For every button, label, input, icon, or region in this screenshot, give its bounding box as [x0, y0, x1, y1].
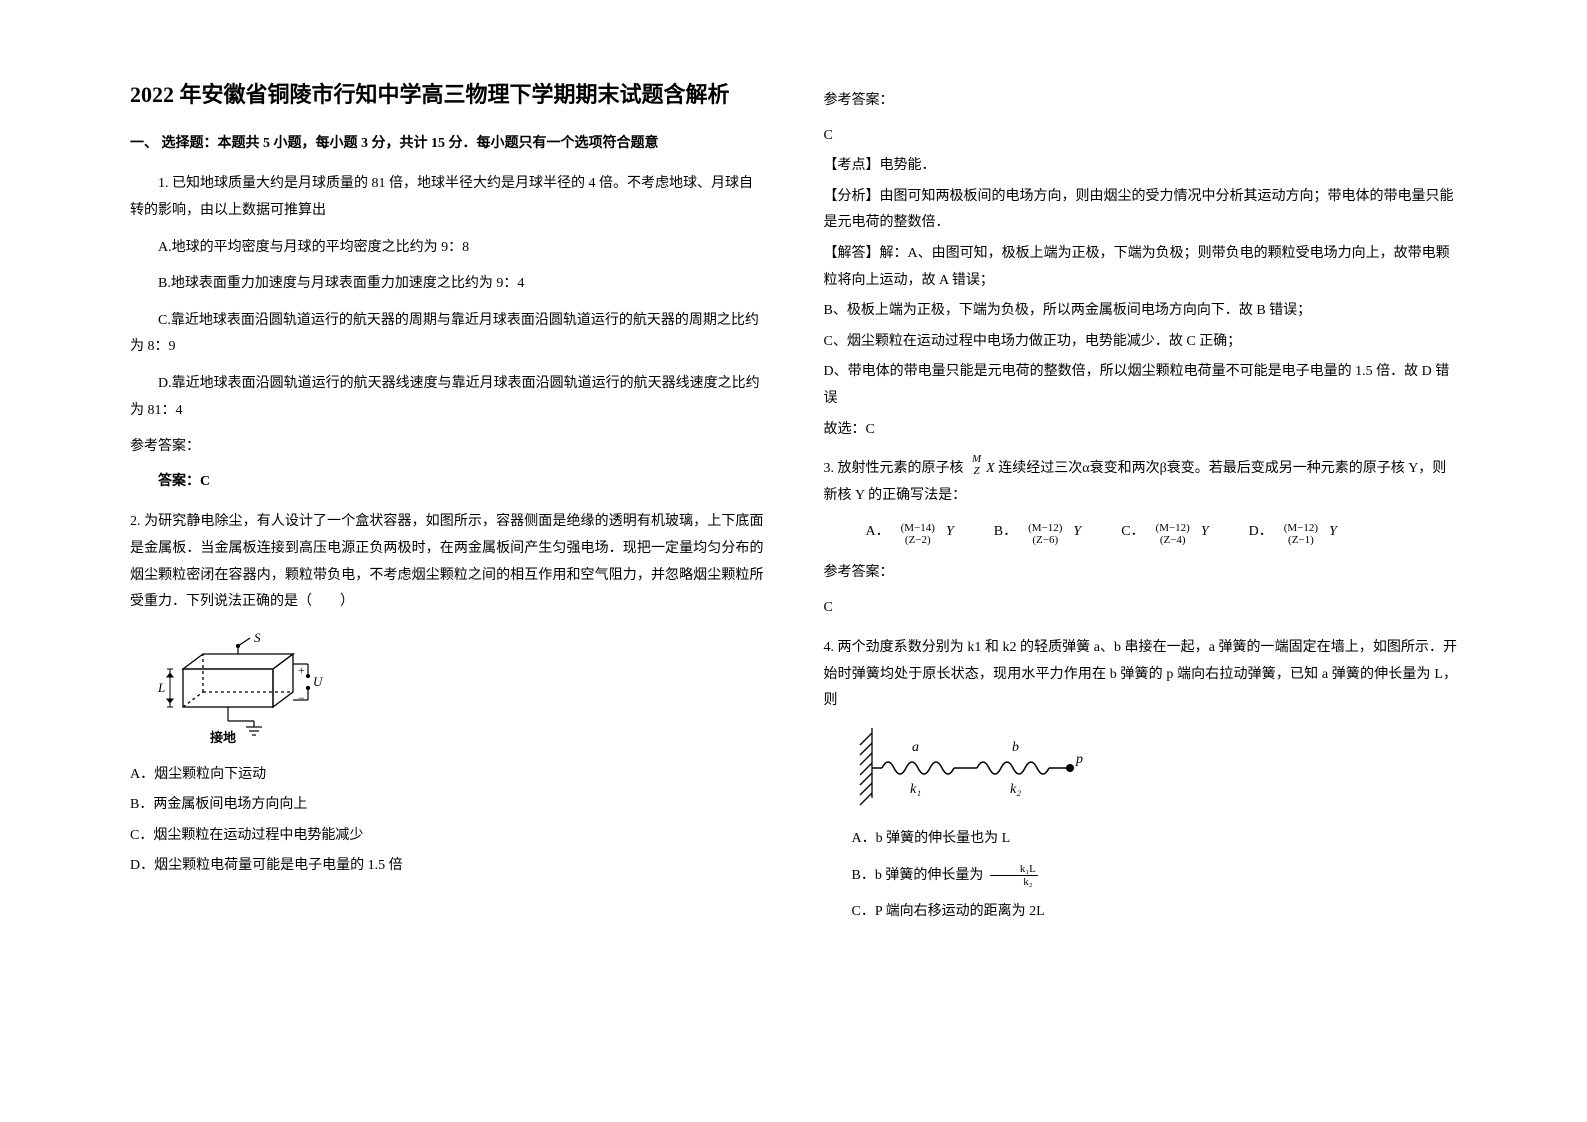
q3-stem-a: 3. 放射性元素的原子核: [824, 461, 964, 476]
q2-option-a: A．烟尘颗粒向下运动: [130, 762, 764, 789]
q2-ans-line4: 【解答】解：A、由图可知，极板上端为正极，下端为负极；则带负电的颗粒受电场力向上…: [824, 241, 1458, 294]
q4-option-b-text: B．b 弹簧的伸长量为: [852, 868, 987, 883]
q2-answer-label: 参考答案：: [824, 88, 1458, 115]
q3-option-a: A． (M−14) (Z−2) Y: [866, 519, 954, 546]
q4-option-c: C．P 端向右移运动的距离为 2L: [824, 899, 1458, 926]
q2-ans-line7: D、带电体的带电量只能是元电荷的整数倍，所以烟尘颗粒电荷量不可能是电子电量的 1…: [824, 359, 1458, 412]
q2-ans-line8: 故选：C: [824, 417, 1458, 444]
q2-ans-line1: C: [824, 123, 1458, 150]
label-a: a: [912, 740, 919, 755]
label-S: S: [254, 630, 261, 645]
q3-option-b: B． (M−12) (Z−6) Y: [994, 519, 1081, 546]
q1-answer: 答案：C: [130, 469, 764, 496]
q2-figure: S + − U: [158, 624, 764, 754]
label-k2: k₂: [1010, 782, 1021, 797]
right-column: 参考答案： C 【考点】电势能． 【分析】由图可知两极板间的电场方向，则由烟尘的…: [794, 80, 1488, 1082]
q2-ans-line2: 【考点】电势能．: [824, 153, 1458, 180]
q2-ans-line5: B、极板上端为正极，下端为负极，所以两金属板间电场方向向下．故 B 错误；: [824, 298, 1458, 325]
q2-svg: S + − U: [158, 624, 328, 754]
label-ground: 接地: [210, 730, 236, 745]
q2-ans-line3: 【分析】由图可知两极板间的电场方向，则由烟尘的受力情况中分析其运动方向；带电体的…: [824, 184, 1458, 237]
question-3: 3. 放射性元素的原子核 M Z X 连续经过三次α衰变和两次β衰变。若最后变成…: [824, 453, 1458, 621]
label-minus: −: [298, 691, 305, 705]
q3-stem: 3. 放射性元素的原子核 M Z X 连续经过三次α衰变和两次β衰变。若最后变成…: [824, 453, 1458, 509]
q3-answer: C: [824, 595, 1458, 622]
q4-option-a: A．b 弹簧的伸长量也为 L: [824, 826, 1458, 853]
q1-option-d: D.靠近地球表面沿圆轨道运行的航天器线速度与靠近月球表面沿圆轨道运行的航天器线速…: [130, 371, 764, 424]
question-2: 2. 为研究静电除尘，有人设计了一个盒状容器，如图所示，容器侧面是绝缘的透明有机…: [130, 509, 764, 880]
q1-option-b: B.地球表面重力加速度与月球表面重力加速度之比约为 9：4: [130, 271, 764, 298]
q4-svg: a b p k₁ k₂: [852, 723, 1112, 818]
q4-stem: 4. 两个劲度系数分别为 k1 和 k2 的轻质弹簧 a、b 串接在一起，a 弹…: [824, 635, 1458, 715]
left-column: 2022 年安徽省铜陵市行知中学高三物理下学期期末试题含解析 一、 选择题：本题…: [100, 80, 794, 1082]
q3-option-d: D． (M−12) (Z−1) Y: [1249, 519, 1337, 546]
q2-ans-line6: C、烟尘颗粒在运动过程中电场力做正功，电势能减少．故 C 正确；: [824, 329, 1458, 356]
q3-nuclide: M Z: [970, 453, 983, 477]
q1-answer-label: 参考答案：: [130, 434, 764, 461]
question-4: 4. 两个劲度系数分别为 k1 和 k2 的轻质弹簧 a、b 串接在一起，a 弹…: [824, 635, 1458, 926]
q2-option-d: D．烟尘颗粒电荷量可能是电子电量的 1.5 倍: [130, 853, 764, 880]
label-plus: +: [298, 663, 305, 677]
label-p: p: [1075, 752, 1083, 767]
q2-stem: 2. 为研究静电除尘，有人设计了一个盒状容器，如图所示，容器侧面是绝缘的透明有机…: [130, 509, 764, 615]
q3-options: A． (M−14) (Z−2) Y B． (M−12) (Z−6) Y C． (…: [866, 519, 1458, 546]
q1-option-a: A.地球的平均密度与月球的平均密度之比约为 9：8: [130, 235, 764, 262]
q3-nucl-sym: X: [986, 461, 995, 476]
q4-option-b-frac: k₁L k₂: [990, 863, 1038, 888]
label-k1: k₁: [910, 782, 921, 797]
q1-stem: 1. 已知地球质量大约是月球质量的 81 倍，地球半径大约是月球半径的 4 倍。…: [130, 171, 764, 224]
q4-option-b: B．b 弹簧的伸长量为 k₁L k₂: [824, 863, 1458, 890]
q3-answer-label: 参考答案：: [824, 560, 1458, 587]
label-L: L: [158, 680, 165, 695]
q2-option-c: C．烟尘颗粒在运动过程中电势能减少: [130, 823, 764, 850]
q4-figure: a b p k₁ k₂: [852, 723, 1458, 818]
q1-option-c: C.靠近地球表面沿圆轨道运行的航天器的周期与靠近月球表面沿圆轨道运行的航天器的周…: [130, 308, 764, 361]
page-title: 2022 年安徽省铜陵市行知中学高三物理下学期期末试题含解析: [130, 80, 764, 111]
q2-option-b: B．两金属板间电场方向向上: [130, 792, 764, 819]
label-U: U: [313, 674, 324, 689]
question-1: 1. 已知地球质量大约是月球质量的 81 倍，地球半径大约是月球半径的 4 倍。…: [130, 171, 764, 495]
label-b: b: [1012, 740, 1019, 755]
section-heading: 一、 选择题：本题共 5 小题，每小题 3 分，共计 15 分．每小题只有一个选…: [130, 131, 764, 158]
point-p-dot: [1066, 764, 1074, 772]
q3-option-c: C． (M−12) (Z−4) Y: [1121, 519, 1208, 546]
